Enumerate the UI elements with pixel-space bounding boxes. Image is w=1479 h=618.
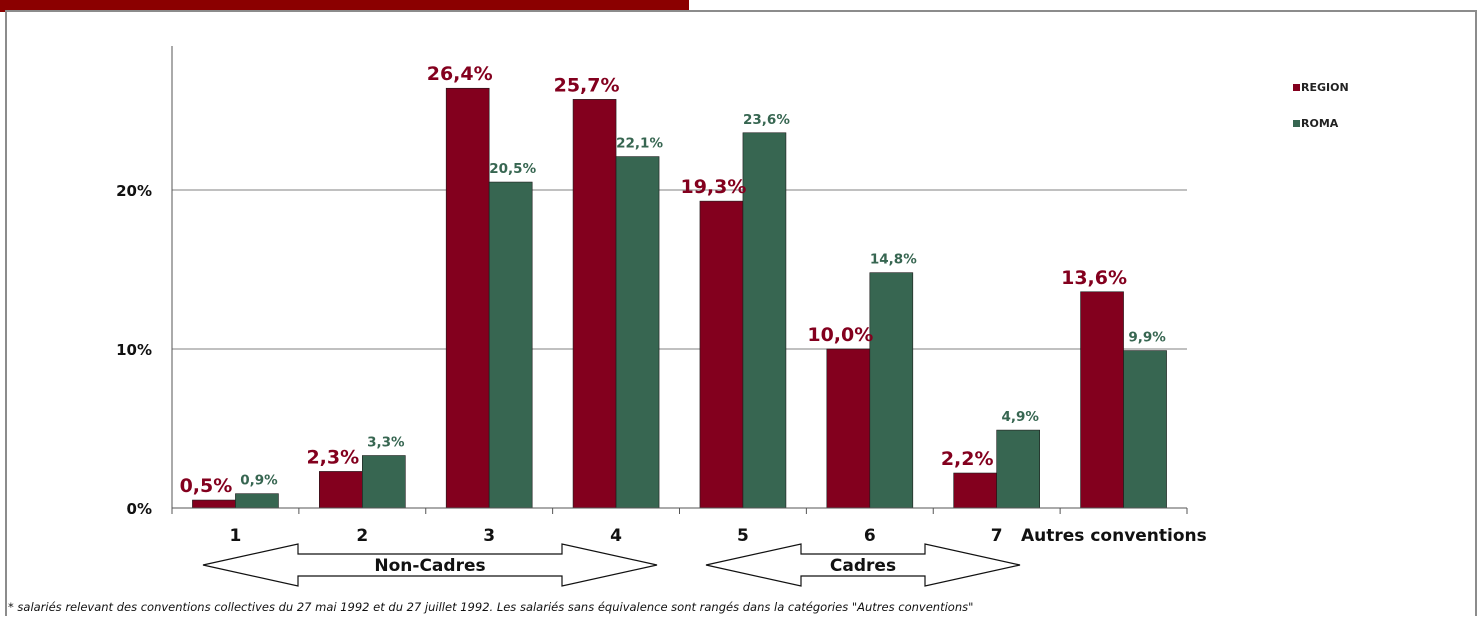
x-category-label: 4 — [610, 526, 622, 546]
bar-roma-4 — [615, 156, 660, 509]
data-label-roma: 4,9% — [1001, 409, 1039, 425]
bar-region-3 — [445, 87, 490, 509]
data-label-region: 0,5% — [180, 475, 233, 497]
data-label-roma: 20,5% — [489, 161, 536, 177]
grid-layer — [172, 189, 1187, 350]
bar-roma-6 — [869, 272, 914, 509]
x-category-label: 3 — [483, 526, 495, 546]
data-label-roma: 9,9% — [1128, 330, 1166, 346]
data-label-roma: 14,8% — [870, 252, 917, 268]
x-category-label: 2 — [356, 526, 368, 546]
legend-swatch-roma — [1293, 120, 1300, 127]
bar-region-8 — [1080, 291, 1124, 509]
legend-label-region: REGION — [1301, 81, 1349, 94]
x-category-label: 5 — [737, 526, 749, 546]
data-label-roma: 3,3% — [367, 435, 405, 451]
data-label-roma: 22,1% — [616, 136, 663, 152]
data-label-region: 13,6% — [1061, 267, 1127, 289]
legend-label-roma: ROMA — [1301, 117, 1339, 130]
y-tick-label: 10% — [116, 341, 152, 359]
bar-roma-7 — [996, 429, 1040, 509]
non-cadres-label: Non-Cadres — [374, 556, 485, 576]
footnote: * salariés relevant des conventions coll… — [8, 600, 974, 614]
legend-item-region: REGION — [1293, 81, 1349, 94]
y-tick-label: 20% — [116, 182, 152, 200]
bar-region-6 — [826, 348, 871, 509]
bar-region-2 — [319, 471, 363, 509]
data-label-region: 19,3% — [680, 176, 746, 198]
bar-roma-2 — [362, 455, 406, 509]
legend-swatch-region — [1293, 84, 1300, 91]
chart-frame — [5, 10, 1477, 616]
annotation-arrows-layer: Non-Cadres Cadres — [202, 543, 1021, 587]
data-label-region: 25,7% — [554, 74, 620, 96]
data-labels-layer: 0,5% 0,9% 2,3% 3,3% 26,4% 20,5% 25,7% 22,1% 19,3… — [180, 63, 1167, 497]
bar-region-4 — [572, 99, 617, 509]
bar-roma-1 — [235, 493, 279, 509]
bar-region-1 — [192, 499, 236, 509]
bar-region-7 — [953, 472, 997, 509]
data-label-roma: 0,9% — [240, 473, 278, 489]
axis-layer: 0% 10% 20% 1 2 3 4 5 6 7 Autres conventions — [116, 46, 1207, 546]
x-category-label: Autres conventions — [1021, 526, 1207, 546]
bar-roma-3 — [488, 181, 533, 509]
x-category-label: 1 — [230, 526, 242, 546]
cadres-arrow — [705, 543, 1021, 587]
bars-layer — [192, 87, 1167, 509]
legend-item-roma: ROMA — [1293, 117, 1338, 130]
x-category-label: 7 — [991, 526, 1003, 546]
data-label-roma: 23,6% — [743, 112, 790, 128]
non-cadres-arrow — [202, 543, 658, 587]
bar-roma-8 — [1123, 350, 1167, 509]
y-tick-label: 0% — [127, 500, 152, 518]
data-label-region: 26,4% — [427, 63, 493, 85]
data-label-region: 2,3% — [306, 446, 359, 468]
cadres-label: Cadres — [830, 556, 896, 576]
header-banner — [0, 0, 689, 12]
bar-region-5 — [699, 200, 744, 509]
bar-roma-5 — [742, 132, 787, 509]
data-label-region: 2,2% — [941, 448, 994, 470]
x-category-label: 6 — [864, 526, 876, 546]
data-label-region: 10,0% — [807, 324, 873, 346]
